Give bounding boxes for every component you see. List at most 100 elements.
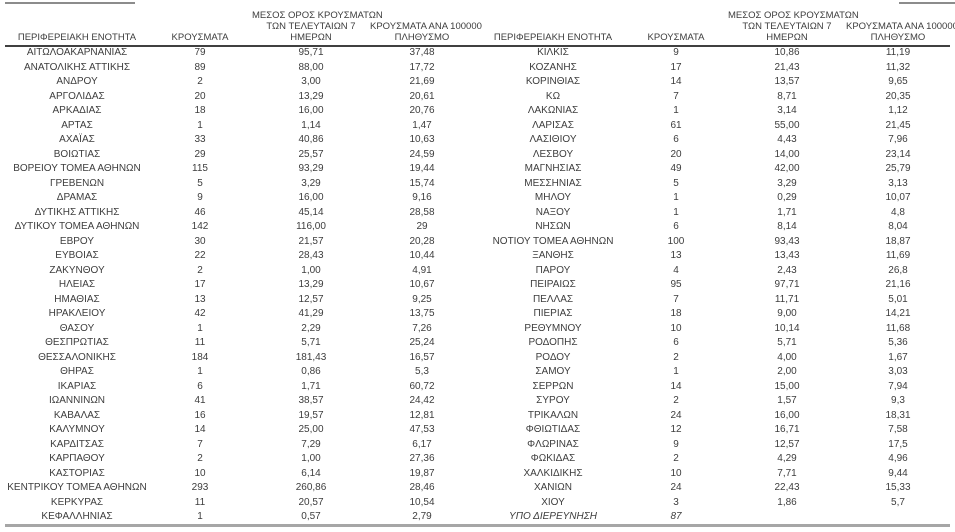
per100k-cell: 28,58: [409, 206, 435, 218]
avg7-cell: 1,14: [301, 119, 321, 131]
table-row: ΑΡΚΑΔΙΑΣ 18 16,00 20,76: [6, 104, 474, 119]
per100k-cell: 7,94: [888, 380, 908, 392]
avg7-cell: 13,29: [298, 279, 324, 290]
per100k-cell: 17,72: [409, 61, 435, 73]
per100k-cell: 11,32: [885, 61, 911, 73]
cases-cell: 10: [670, 322, 682, 334]
cases-cell: 13: [670, 250, 682, 261]
table-row: ΘΕΣΠΡΩΤΙΑΣ 11 5,71 25,24: [6, 336, 474, 351]
per100k-cell: 1,67: [888, 351, 908, 363]
table-row: ΤΡΙΚΑΛΩΝ 24 16,00 18,31: [482, 409, 950, 424]
region-name-cell: ΘΕΣΠΡΩΤΙΑΣ: [45, 337, 109, 348]
table-row: ΜΕΣΣΗΝΙΑΣ 5 3,29 3,13: [482, 177, 950, 192]
cases-cell: 20: [670, 148, 682, 160]
region-name-cell: ΘΗΡΑΣ: [60, 366, 94, 377]
table-row: ΚΑΛΥΜΝΟΥ 14 25,00 47,53: [6, 423, 474, 438]
cases-cell: 5: [197, 177, 203, 189]
per100k-cell: 47,53: [409, 424, 435, 435]
header-line: ΠΛΗΘΥΣΜΟ: [870, 32, 926, 43]
table-row: ΝΗΣΩΝ 6 8,14 8,04: [482, 220, 950, 235]
cases-cell: 9: [673, 438, 679, 450]
table-row: ΗΛΕΙΑΣ 17 13,29 10,67: [6, 278, 474, 293]
cases-cell: 6: [197, 380, 203, 392]
per100k-cell: 24,59: [409, 148, 435, 160]
region-name-cell: ΚΑΡΠΑΘΟΥ: [49, 453, 105, 464]
table-header: ΠΕΡΙΦΕΡΕΙΑΚΗ ΕΝΟΤΗΤΑ ΚΡΟΥΣΜΑΤΑ ΜΕΣΟΣ ΟΡΟ…: [482, 10, 955, 46]
region-name-cell: ΒΟΙΩΤΙΑΣ: [53, 148, 101, 160]
table-row: ΘΕΣΣΑΛΟΝΙΚΗΣ 184 181,43 16,57: [6, 351, 474, 366]
region-name-cell: ΑΙΤΩΛΟΑΚΑΡΝΑΝΙΑΣ: [26, 47, 128, 58]
avg7-cell: 10,86: [774, 47, 800, 58]
region-name-cell: ΘΑΣΟΥ: [59, 322, 95, 334]
avg7-cell: 1,00: [301, 264, 321, 276]
per100k-cell: 7,96: [888, 134, 908, 145]
region-name-cell: ΑΝΔΡΟΥ: [56, 76, 98, 87]
cases-cell: 7: [197, 438, 203, 450]
region-name-cell: ΕΒΡΟΥ: [59, 235, 95, 247]
cases-cell: 46: [194, 206, 206, 218]
table-header: ΠΕΡΙΦΕΡΕΙΑΚΗ ΕΝΟΤΗΤΑ ΚΡΟΥΣΜΑΤΑ ΜΕΣΟΣ ΟΡΟ…: [6, 10, 482, 46]
avg7-cell: 3,29: [777, 177, 797, 189]
per100k-cell: 9,16: [412, 192, 432, 203]
cases-cell: 3: [673, 496, 679, 508]
avg7-cell: 12,57: [298, 293, 324, 305]
per100k-cell: 1,12: [888, 105, 908, 116]
table-row: ΡΕΘΥΜΝΟΥ 10 10,14 11,68: [482, 322, 950, 337]
per100k-cell: 5,3: [415, 366, 429, 377]
region-name-cell: ΑΧΑΪΑΣ: [59, 134, 95, 145]
table-row: ΘΑΣΟΥ 1 2,29 7,26: [6, 322, 474, 337]
avg7-cell: 21,57: [298, 235, 324, 247]
table-row: ΗΜΑΘΙΑΣ 13 12,57 9,25: [6, 293, 474, 308]
avg7-cell: 1,00: [301, 453, 321, 464]
header-line: ΚΡΟΥΣΜΑΤΑ ΑΝΑ 100000: [846, 21, 955, 32]
cases-cell: 22: [194, 250, 206, 261]
avg7-cell: 8,71: [777, 90, 797, 102]
avg7-cell: 20,57: [298, 496, 324, 508]
region-name-cell: ΚΕΡΚΥΡΑΣ: [50, 496, 104, 508]
region-name-cell: ΓΡΕΒΕΝΩΝ: [49, 177, 105, 189]
table-row: ΡΟΔΟΠΗΣ 6 5,71 5,36: [482, 336, 950, 351]
per100k-cell: 14,21: [885, 308, 911, 319]
avg7-cell: 0,29: [777, 192, 797, 203]
table-row: ΙΚΑΡΙΑΣ 6 1,71 60,72: [6, 380, 474, 395]
cases-cell: 7: [673, 293, 679, 305]
avg7-cell: 19,57: [298, 409, 324, 421]
table-row: ΘΗΡΑΣ 1 0,86 5,3: [6, 365, 474, 380]
table-row: ΧΑΛΚΙΔΙΚΗΣ 10 7,71 9,44: [482, 467, 950, 482]
avg7-cell: 45,14: [298, 206, 324, 218]
table-row: ΑΡΓΟΛΙΔΑΣ 20 13,29 20,61: [6, 90, 474, 105]
header-line: ΗΜΕΡΩΝ: [766, 32, 808, 43]
avg7-cell: 181,43: [295, 351, 327, 363]
table-row: ΛΕΣΒΟΥ 20 14,00 23,14: [482, 148, 950, 163]
avg7-cell: 4,00: [777, 351, 797, 363]
table-row: ΧΑΝΙΩΝ 24 22,43 15,33: [482, 481, 950, 496]
region-name-cell: ΠΑΡΟΥ: [535, 264, 571, 276]
avg7-cell: 0,57: [301, 511, 321, 522]
per100k-cell: 5,36: [888, 337, 908, 348]
avg7-cell: 3,29: [301, 177, 321, 189]
cases-cell: 9: [673, 47, 679, 58]
avg7-cell: 12,57: [774, 438, 800, 450]
region-name-cell: ΙΩΑΝΝΙΝΩΝ: [48, 395, 106, 406]
per100k-cell: 11,69: [885, 250, 911, 261]
avg7-cell: 40,86: [298, 134, 324, 145]
cases-cell: 42: [194, 308, 206, 319]
per100k-cell: 20,76: [409, 105, 435, 116]
region-name-cell: ΚΟΡΙΝΘΙΑΣ: [525, 76, 581, 87]
avg7-cell: 7,71: [777, 467, 797, 479]
per100k-cell: 12,81: [409, 409, 435, 421]
avg7-cell: 97,71: [774, 279, 800, 290]
cases-cell: 115: [192, 163, 208, 174]
avg7-cell: 95,71: [298, 47, 324, 58]
region-name-cell: ΔΡΑΜΑΣ: [56, 192, 98, 203]
cases-cell: 1: [673, 206, 679, 218]
table-row: ΜΑΓΝΗΣΙΑΣ 49 42,00 25,79: [482, 162, 950, 177]
avg7-cell: 28,43: [298, 250, 324, 261]
avg7-cell: 14,00: [774, 148, 800, 160]
cases-cell: 61: [670, 119, 682, 131]
per100k-cell: 10,54: [409, 496, 435, 508]
per100k-cell: 9,3: [891, 395, 905, 406]
avg7-cell: 93,29: [298, 163, 324, 174]
per100k-cell: 7,26: [412, 322, 432, 334]
